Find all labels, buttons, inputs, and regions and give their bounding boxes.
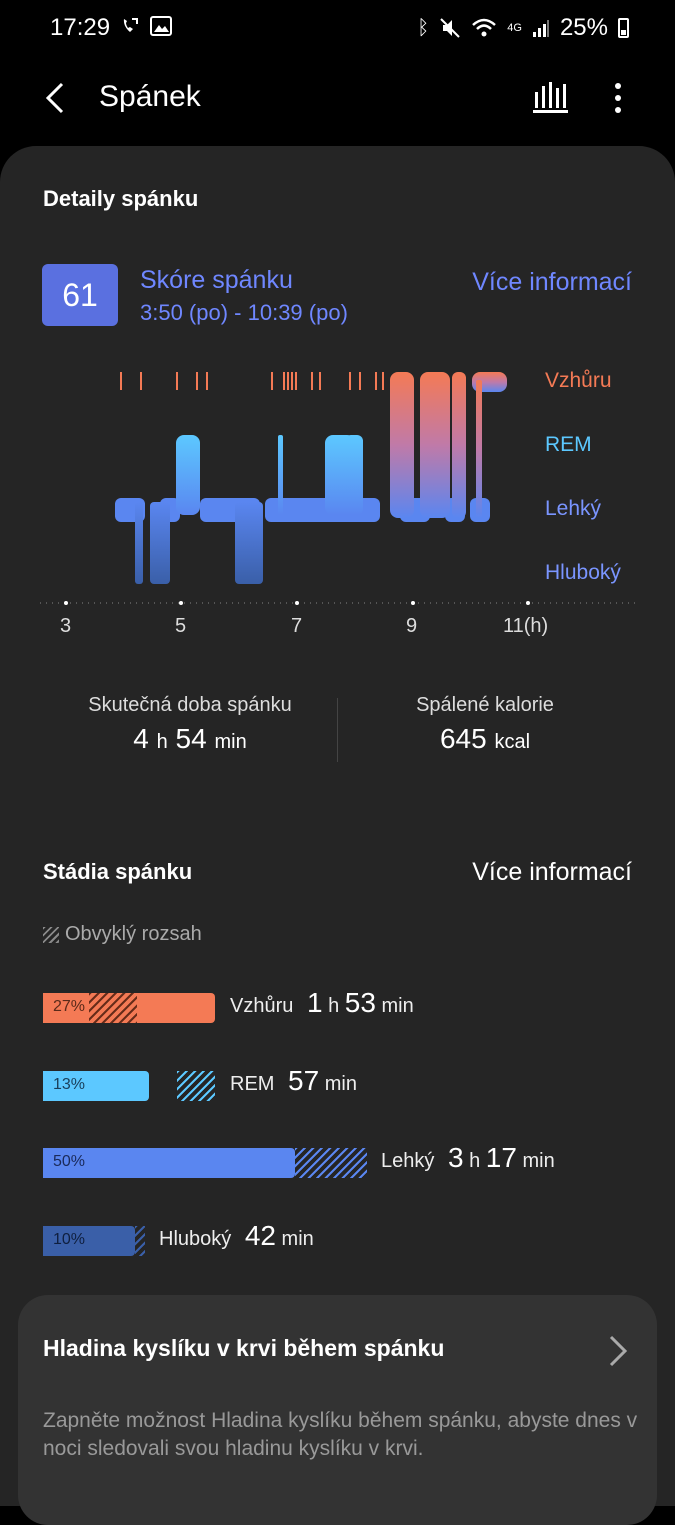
stage-text-awake: Vzhůru 1 h 53 min bbox=[230, 987, 414, 1019]
status-time: 17:29 bbox=[50, 14, 111, 41]
sleep-time-range: 3:50 (po) - 10:39 (po) bbox=[140, 300, 348, 325]
usual-range-rem bbox=[177, 1071, 215, 1101]
stage-row-rem: 13% REM 57 min bbox=[43, 1065, 563, 1101]
blood-oxygen-card[interactable]: Hladina kyslíku v krvi během spánku Zapn… bbox=[18, 1295, 657, 1525]
actual-sleep-value: 4 h 54 min bbox=[60, 723, 320, 755]
x-tick-11: 11(h) bbox=[503, 615, 549, 637]
usual-range-awake bbox=[89, 993, 137, 1023]
page-title: Spánek bbox=[99, 80, 201, 113]
stage-minutes-rem: 57 bbox=[288, 1065, 320, 1096]
stage-bar-deep: 10% bbox=[43, 1226, 135, 1256]
sleep-score-title: Skóre spánku bbox=[140, 266, 293, 294]
usual-range-label: Obvyklý rozsah bbox=[65, 923, 202, 945]
trends-button[interactable] bbox=[530, 76, 570, 120]
blood-oxygen-description: Zapněte možnost Hladina kyslíku během sp… bbox=[43, 1409, 638, 1460]
app-bar: Spánek bbox=[0, 60, 675, 140]
calories-stat: Spálené kalorie 645 kcal bbox=[360, 694, 610, 755]
chevron-right-icon bbox=[609, 1335, 628, 1367]
actual-sleep-minutes: 54 bbox=[175, 723, 207, 754]
stage-row-awake: 27% Vzhůru 1 h 53 min bbox=[43, 987, 563, 1023]
axis-label-light: Lehký bbox=[545, 497, 602, 520]
x-tick-5: 5 bbox=[175, 615, 187, 637]
stage-name-rem: REM bbox=[230, 1073, 275, 1095]
stats-divider bbox=[337, 698, 338, 762]
stage-name-deep: Hluboký bbox=[159, 1228, 232, 1250]
calories-number: 645 bbox=[439, 723, 487, 754]
stage-bar-light: 50% bbox=[43, 1148, 295, 1178]
unit-minutes: min bbox=[381, 995, 414, 1017]
unit-minutes: min bbox=[214, 731, 247, 753]
awake-segments bbox=[390, 372, 507, 518]
gallery-icon bbox=[150, 16, 172, 36]
stage-hours-light: 3 bbox=[447, 1142, 464, 1173]
stage-percent-light: 50% bbox=[53, 1153, 86, 1170]
more-vertical-icon bbox=[615, 83, 621, 113]
sleep-stages-title: Stádia spánku bbox=[43, 859, 193, 884]
axis-label-awake: Vzhůru bbox=[545, 369, 612, 392]
stage-name-awake: Vzhůru bbox=[230, 995, 294, 1017]
unit-minutes: min bbox=[281, 1228, 314, 1250]
battery-percent: 25% bbox=[559, 14, 608, 41]
actual-sleep-stat: Skutečná doba spánku 4 h 54 min bbox=[60, 694, 320, 755]
time-axis-dots bbox=[64, 601, 530, 605]
blood-oxygen-open-button[interactable] bbox=[603, 1333, 633, 1369]
back-button[interactable] bbox=[36, 76, 80, 120]
calories-unit: kcal bbox=[494, 731, 531, 753]
awake-ticks bbox=[120, 372, 384, 390]
stage-percent-deep: 10% bbox=[53, 1231, 86, 1248]
call-forward-icon bbox=[123, 18, 138, 32]
unit-hours: h bbox=[328, 995, 340, 1017]
calories-value: 645 kcal bbox=[360, 723, 610, 755]
bluetooth-icon: ᛒ bbox=[417, 16, 430, 39]
stage-name-light: Lehký bbox=[381, 1150, 435, 1172]
x-tick-9: 9 bbox=[406, 615, 418, 637]
stage-row-light: 50% Lehký 3 h 17 min bbox=[43, 1142, 603, 1178]
rem-sleep-segments bbox=[176, 435, 363, 515]
stage-hours-awake: 1 bbox=[306, 987, 323, 1018]
stage-bar-rem: 13% bbox=[43, 1071, 149, 1101]
sleep-details-card bbox=[0, 146, 675, 1506]
stage-minutes-light: 17 bbox=[485, 1142, 517, 1173]
network-type: 4G bbox=[507, 21, 522, 34]
sleep-stages-more-info-link[interactable]: Více informací bbox=[472, 858, 632, 886]
chevron-left-icon bbox=[45, 82, 64, 114]
stage-percent-awake: 27% bbox=[53, 998, 86, 1015]
stage-minutes-awake: 53 bbox=[344, 987, 376, 1018]
sleep-hypnogram bbox=[40, 372, 635, 605]
blood-oxygen-title: Hladina kyslíku v krvi během spánku bbox=[43, 1335, 445, 1361]
stage-text-light: Lehký 3 h 17 min bbox=[381, 1142, 555, 1174]
axis-label-rem: REM bbox=[545, 433, 592, 456]
usual-range-deep bbox=[135, 1226, 145, 1256]
sleep-score-badge: 61 bbox=[42, 264, 118, 326]
unit-minutes: min bbox=[522, 1150, 555, 1172]
deep-sleep-segments bbox=[135, 502, 263, 584]
actual-sleep-label: Skutečná doba spánku bbox=[88, 694, 292, 716]
battery-icon bbox=[618, 18, 629, 38]
usual-range-legend: Obvyklý rozsah bbox=[43, 923, 202, 946]
unit-hours: h bbox=[469, 1150, 481, 1172]
usual-range-light bbox=[295, 1148, 367, 1178]
more-options-button[interactable] bbox=[600, 76, 636, 120]
hatch-pattern-icon bbox=[43, 926, 59, 943]
stage-percent-rem: 13% bbox=[53, 1076, 86, 1093]
calories-label: Spálené kalorie bbox=[416, 694, 554, 716]
bar-chart-icon bbox=[533, 82, 568, 113]
x-tick-3: 3 bbox=[60, 615, 72, 637]
stage-minutes-deep: 42 bbox=[244, 1220, 276, 1251]
stage-row-deep: 10% Hluboký 42 min bbox=[43, 1220, 563, 1256]
stage-text-rem: REM 57 min bbox=[230, 1065, 357, 1097]
status-bar: 17:29 ᛒ 4G 25% bbox=[0, 0, 675, 60]
x-tick-7: 7 bbox=[291, 615, 303, 637]
mute-icon bbox=[440, 18, 460, 38]
signal-icon bbox=[532, 20, 549, 37]
wifi-icon bbox=[472, 18, 497, 37]
unit-minutes: min bbox=[324, 1073, 357, 1095]
stage-text-deep: Hluboký 42 min bbox=[159, 1220, 314, 1252]
actual-sleep-hours: 4 bbox=[133, 723, 149, 754]
axis-label-deep: Hluboký bbox=[545, 561, 621, 584]
unit-hours: h bbox=[156, 731, 168, 753]
sleep-score-more-info-link[interactable]: Více informací bbox=[472, 268, 632, 296]
sleep-details-title: Detaily spánku bbox=[43, 186, 199, 211]
